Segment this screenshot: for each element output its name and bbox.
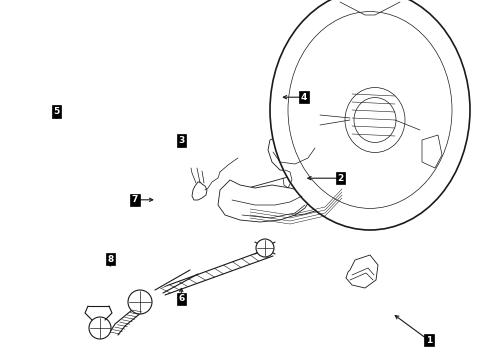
- Text: 3: 3: [178, 136, 184, 145]
- Polygon shape: [192, 182, 207, 200]
- Ellipse shape: [345, 87, 405, 153]
- Polygon shape: [335, 168, 362, 195]
- Text: 6: 6: [178, 294, 184, 303]
- Circle shape: [256, 239, 274, 257]
- Text: 8: 8: [107, 255, 113, 264]
- Polygon shape: [422, 135, 442, 168]
- Polygon shape: [268, 132, 318, 172]
- Text: 2: 2: [338, 174, 343, 183]
- Polygon shape: [218, 180, 310, 222]
- Text: 5: 5: [53, 107, 59, 116]
- Ellipse shape: [270, 0, 470, 230]
- Polygon shape: [240, 170, 348, 218]
- Text: 1: 1: [426, 336, 432, 345]
- Circle shape: [89, 317, 111, 339]
- Circle shape: [128, 290, 152, 314]
- Text: 7: 7: [131, 195, 138, 204]
- Polygon shape: [346, 255, 378, 288]
- Polygon shape: [340, 158, 358, 172]
- Text: 4: 4: [300, 93, 307, 102]
